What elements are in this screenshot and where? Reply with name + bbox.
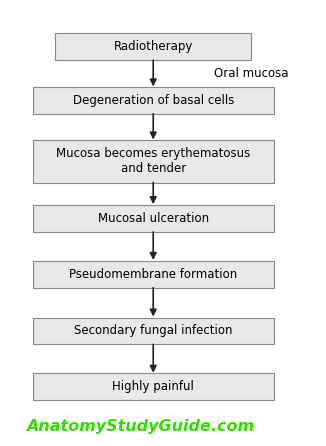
Text: Degeneration of basal cells: Degeneration of basal cells bbox=[72, 94, 234, 107]
Text: Secondary fungal infection: Secondary fungal infection bbox=[74, 324, 232, 338]
FancyBboxPatch shape bbox=[33, 87, 274, 114]
Text: AnatomyStudyGuide.com: AnatomyStudyGuide.com bbox=[26, 418, 254, 434]
FancyBboxPatch shape bbox=[33, 140, 274, 183]
Text: Mucosal ulceration: Mucosal ulceration bbox=[98, 212, 209, 225]
Text: Radiotherapy: Radiotherapy bbox=[113, 40, 193, 54]
FancyBboxPatch shape bbox=[33, 318, 274, 344]
Text: Pseudomembrane formation: Pseudomembrane formation bbox=[69, 268, 237, 281]
Text: Highly painful: Highly painful bbox=[112, 380, 194, 393]
Text: Oral mucosa: Oral mucosa bbox=[214, 66, 288, 80]
FancyBboxPatch shape bbox=[33, 205, 274, 232]
FancyBboxPatch shape bbox=[33, 261, 274, 288]
FancyBboxPatch shape bbox=[55, 33, 251, 60]
FancyBboxPatch shape bbox=[33, 373, 274, 400]
Text: Mucosa becomes erythematosus
and tender: Mucosa becomes erythematosus and tender bbox=[56, 148, 250, 175]
